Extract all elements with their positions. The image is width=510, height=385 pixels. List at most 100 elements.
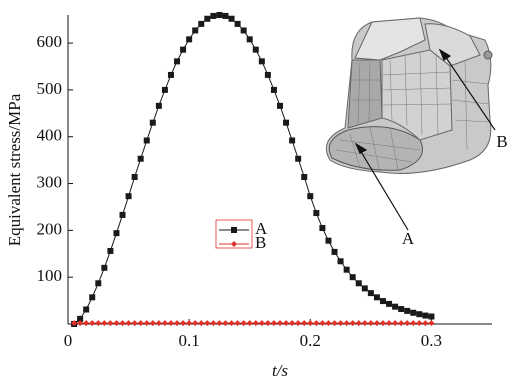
marker — [410, 310, 416, 316]
marker — [350, 320, 356, 326]
marker — [428, 314, 434, 320]
marker — [386, 301, 392, 307]
marker — [210, 320, 216, 326]
marker — [380, 320, 386, 326]
marker — [150, 320, 156, 326]
marker — [241, 320, 247, 326]
marker — [404, 320, 410, 326]
marker — [265, 72, 271, 78]
x-tick-label: 0.2 — [300, 331, 321, 350]
marker — [222, 320, 228, 326]
marker — [398, 320, 404, 326]
marker — [301, 320, 307, 326]
marker — [162, 320, 168, 326]
marker — [101, 265, 107, 271]
marker — [120, 212, 126, 218]
marker — [289, 320, 295, 326]
marker — [107, 248, 113, 254]
marker — [192, 320, 198, 326]
marker — [362, 285, 368, 291]
marker — [132, 320, 138, 326]
marker — [313, 320, 319, 326]
marker — [344, 320, 350, 326]
marker — [416, 320, 422, 326]
marker — [253, 320, 259, 326]
marker — [313, 210, 319, 216]
marker — [319, 225, 325, 231]
marker — [332, 249, 338, 255]
marker — [156, 320, 162, 326]
y-tick-label: 400 — [37, 126, 63, 145]
marker — [83, 320, 89, 326]
marker — [422, 313, 428, 319]
legend-marker — [231, 241, 237, 247]
marker — [222, 13, 228, 19]
marker — [150, 120, 156, 126]
marker — [113, 320, 119, 326]
marker — [144, 137, 150, 143]
marker — [289, 137, 295, 143]
marker — [277, 103, 283, 109]
marker — [126, 193, 132, 199]
marker — [186, 36, 192, 42]
marker — [350, 274, 356, 280]
marker — [428, 320, 434, 326]
marker — [307, 320, 313, 326]
marker — [162, 87, 168, 93]
annotation: A — [402, 229, 415, 248]
marker — [319, 320, 325, 326]
marker — [126, 320, 132, 326]
marker — [192, 27, 198, 33]
x-tick-label: 0 — [64, 331, 73, 350]
marker — [392, 304, 398, 310]
marker — [271, 87, 277, 93]
annotation: B — [496, 132, 507, 151]
x-tick-label: 0.1 — [179, 331, 200, 350]
x-tick-label: 0.3 — [421, 331, 442, 350]
marker — [380, 298, 386, 304]
y-tick-label: 300 — [37, 172, 63, 191]
marker — [198, 320, 204, 326]
marker — [132, 174, 138, 180]
marker — [247, 320, 253, 326]
marker — [362, 320, 368, 326]
marker — [338, 320, 344, 326]
marker — [101, 320, 107, 326]
marker — [235, 320, 241, 326]
y-tick-label: 600 — [37, 32, 63, 51]
x-axis-label: t/s — [272, 361, 288, 380]
mesh-inset — [326, 18, 492, 174]
marker — [95, 320, 101, 326]
marker — [241, 27, 247, 33]
marker — [374, 320, 380, 326]
marker — [283, 320, 289, 326]
marker — [83, 306, 89, 312]
marker — [374, 294, 380, 300]
marker — [283, 120, 289, 126]
marker — [89, 320, 95, 326]
marker — [168, 320, 174, 326]
marker — [338, 258, 344, 264]
marker — [325, 320, 331, 326]
marker — [89, 294, 95, 300]
marker — [307, 193, 313, 199]
marker — [198, 21, 204, 27]
marker — [138, 320, 144, 326]
marker — [325, 238, 331, 244]
marker — [204, 320, 210, 326]
marker — [210, 13, 216, 19]
marker — [216, 320, 222, 326]
marker — [144, 320, 150, 326]
marker — [301, 174, 307, 180]
marker — [180, 320, 186, 326]
y-tick-label: 200 — [37, 219, 63, 238]
marker — [398, 306, 404, 312]
marker — [156, 103, 162, 109]
marker — [356, 280, 362, 286]
marker — [120, 320, 126, 326]
marker — [265, 320, 271, 326]
marker — [168, 72, 174, 78]
marker — [247, 36, 253, 42]
chart: A B Equivalent stress/MPa t/s 1002003004… — [0, 0, 510, 385]
marker — [95, 280, 101, 286]
